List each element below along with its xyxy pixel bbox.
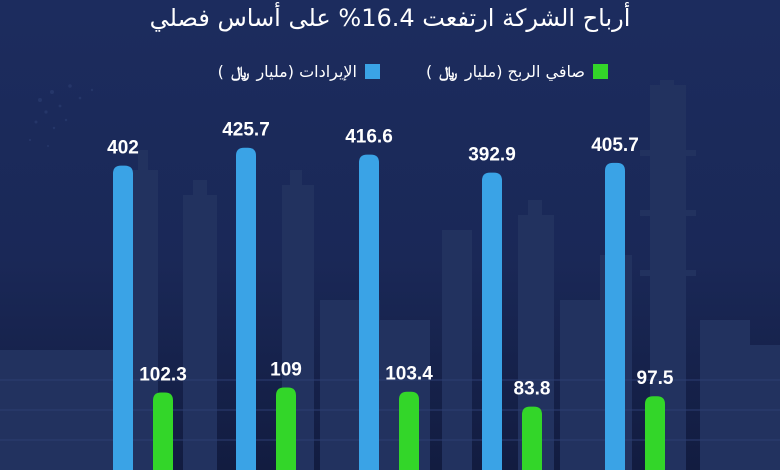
profit-bar-1 (153, 392, 173, 470)
profit-value-label-2: 109 (270, 359, 302, 380)
revenue-value-label-3: 416.6 (345, 127, 393, 148)
revenue-bar-2 (236, 147, 256, 470)
revenue-value-label-4: 392.9 (468, 145, 516, 166)
riyal-symbol-icon: ﷼ (439, 62, 458, 81)
revenue-bar-1 (113, 165, 133, 470)
legend-swatch-revenue (365, 64, 380, 79)
profit-bar-4 (522, 406, 542, 470)
legend-swatch-profit (593, 64, 608, 79)
legend-item-revenue: الإيرادات (مليار ﷼ ) (218, 62, 380, 81)
legend-label-revenue: الإيرادات (مليار (256, 62, 357, 81)
profit-value-label-5: 97.5 (637, 368, 674, 389)
legend-close-profit: ) (426, 62, 433, 81)
profit-value-label-4: 83.8 (514, 379, 551, 400)
riyal-symbol-icon: ﷼ (230, 62, 250, 81)
legend-label-profit: صافي الربح (مليار (464, 62, 585, 81)
profit-bar-5 (645, 396, 665, 470)
legend-close-revenue: ) (217, 62, 224, 81)
revenue-value-label-5: 405.7 (591, 135, 639, 156)
profit-bar-2 (276, 387, 296, 470)
revenue-value-label-1: 402 (107, 138, 139, 159)
revenue-bar-5 (605, 162, 625, 470)
revenue-bar-3 (359, 154, 379, 470)
revenue-value-label-2: 425.7 (222, 120, 270, 141)
legend: الإيرادات (مليار ﷼ ) صافي الربح (مليار ﷼… (0, 62, 780, 86)
chart-title: أرباح الشركة ارتفعت 16.4% على أساس فصلي (149, 4, 631, 32)
profit-value-label-1: 102.3 (139, 365, 187, 386)
legend-item-profit: صافي الربح (مليار ﷼ ) (426, 62, 608, 81)
revenue-bar-4 (482, 172, 502, 470)
profit-bar-3 (399, 391, 419, 470)
profit-value-label-3: 103.4 (385, 364, 433, 385)
